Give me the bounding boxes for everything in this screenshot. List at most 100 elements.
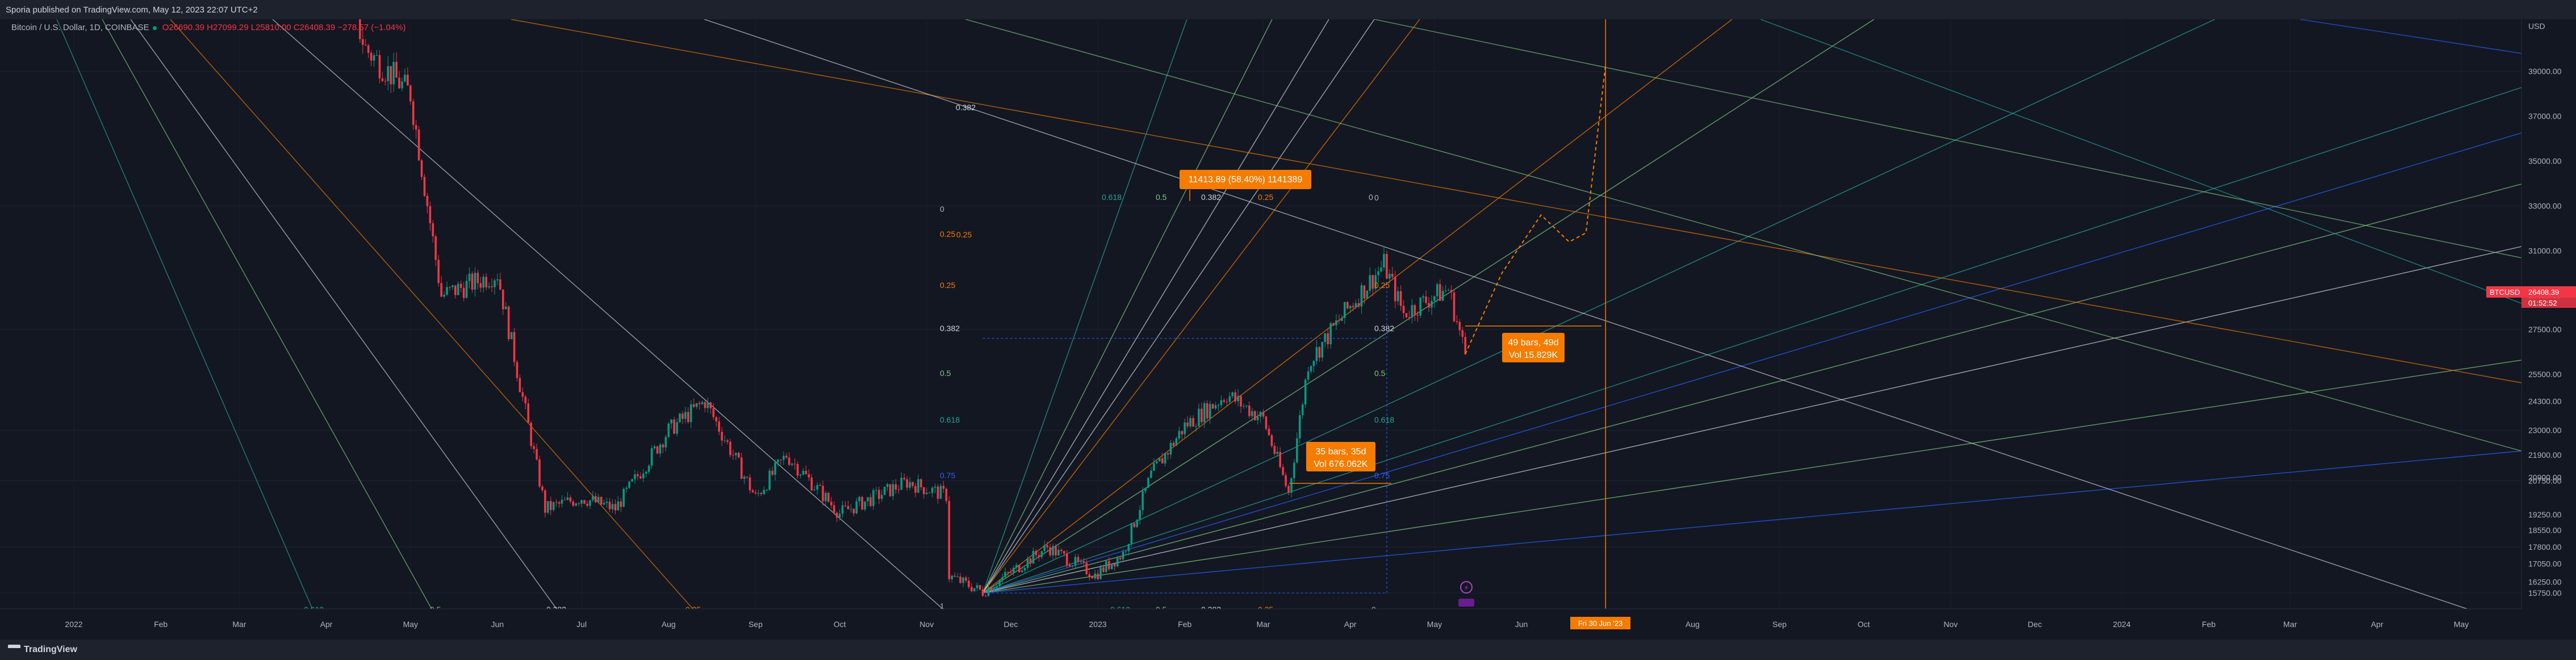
candle-body <box>816 484 818 490</box>
candle-body <box>783 456 785 460</box>
candle-body <box>373 55 375 61</box>
candle-body <box>1318 347 1321 358</box>
fib-far-label-1: 0.25 <box>956 230 972 239</box>
projection-line <box>1465 64 1607 354</box>
candle-body <box>1464 337 1467 354</box>
candle-body <box>459 283 462 288</box>
candle-body <box>760 493 763 494</box>
candle-body <box>1035 550 1038 555</box>
price-tick-6: 27500.00 <box>2528 325 2562 334</box>
price-tag-symbol: BTCUSD <box>2490 288 2520 296</box>
candle-body <box>412 101 415 126</box>
annotation-price-range[interactable]: 11413.89 (58.40%) 1141389 <box>1180 170 1311 189</box>
candle-body <box>1038 555 1040 557</box>
candle-body <box>1049 547 1051 555</box>
candle-body <box>1080 561 1082 562</box>
candle-body <box>917 479 919 493</box>
legend-close: C26408.39 <box>293 23 336 32</box>
candle-body <box>1021 570 1023 573</box>
time-tick-7: Aug <box>662 620 676 629</box>
candle-body <box>1136 520 1139 527</box>
brand-name: TradingView <box>24 645 77 655</box>
candle-body <box>852 508 855 513</box>
time-tick-11: Dec <box>1004 620 1018 629</box>
candle-body <box>597 496 600 503</box>
descending-line-10 <box>2299 19 2521 54</box>
candle-body <box>1461 330 1464 337</box>
candle-body <box>959 577 961 583</box>
candle-body <box>518 378 521 392</box>
time-tick-1: Feb <box>154 620 168 629</box>
candle-body <box>920 479 922 487</box>
candle-body <box>928 492 931 494</box>
candle-body <box>510 332 513 340</box>
candle-body <box>1285 475 1287 486</box>
candle-body <box>1105 561 1107 572</box>
candle-body <box>578 503 580 504</box>
time-tick-22: Nov <box>1943 620 1958 629</box>
candle-body <box>740 457 743 479</box>
fib-left-label-6: 0.75 <box>940 471 955 480</box>
candle-body <box>645 471 647 474</box>
event-marker[interactable]: ⚡ <box>1458 581 1474 607</box>
candle-body <box>1327 333 1329 345</box>
candle-body <box>395 61 398 78</box>
candle-body <box>524 396 527 404</box>
candle-body <box>973 588 976 591</box>
candle-body <box>867 497 869 502</box>
descending-line-7 <box>965 19 2521 452</box>
price-tick-9: 23000.00 <box>2528 426 2562 435</box>
fib-right-label-4: 0.618 <box>1374 415 1394 424</box>
published-caption: Sporia published on TradingView.com, May… <box>6 5 258 15</box>
candle-body <box>387 66 390 81</box>
fan-line-9 <box>982 183 2521 594</box>
annotation-line-0: 35 bars, 35d <box>1316 447 1366 457</box>
candle-body <box>572 502 575 506</box>
candle-body <box>894 484 897 490</box>
candle-body <box>1405 313 1408 318</box>
candle-body <box>1253 411 1256 420</box>
candle-body <box>768 470 771 490</box>
candle-body <box>631 479 633 482</box>
candle-body <box>1201 408 1203 423</box>
candle-body <box>883 487 886 495</box>
price-tick-2: 35000.00 <box>2528 157 2562 166</box>
candle-body <box>1315 347 1318 361</box>
candle-body <box>569 497 572 502</box>
candle-body <box>704 402 706 408</box>
fib-top-label-1: 0.5 <box>1156 193 1167 202</box>
candle-body <box>583 500 586 504</box>
candle-body <box>754 492 757 494</box>
candle-body <box>533 446 535 449</box>
fib-fan-lines <box>56 19 2521 609</box>
candle-body <box>819 484 821 486</box>
candle-body <box>771 470 773 475</box>
tradingview-logo[interactable]: TradingView <box>8 645 77 655</box>
candle-body <box>1091 577 1094 579</box>
candle-body <box>1338 320 1340 321</box>
candle-body <box>1447 290 1450 291</box>
candle-body <box>701 402 704 404</box>
candle-body <box>1208 404 1211 419</box>
candle-body <box>1441 290 1444 301</box>
candle-body <box>793 463 796 465</box>
annotation-range-mar[interactable]: 35 bars, 35d Vol 676.062K <box>1306 442 1375 471</box>
candle-body <box>1169 442 1172 455</box>
fan-line-5 <box>982 19 1733 594</box>
chart-canvas[interactable]: 0.618 0.5 0.382 0.25 000.250.250.3820.50.618… <box>0 19 2576 640</box>
candle-body <box>1301 404 1304 415</box>
candle-body <box>735 453 737 456</box>
candle-body <box>465 281 468 298</box>
candle-body <box>647 465 650 472</box>
time-tick-17: Jun <box>1515 620 1528 629</box>
candle-body <box>1259 412 1262 417</box>
candle-body <box>625 487 628 489</box>
symbol-legend: Bitcoin / U.S. Dollar, 1D, COINBASE O266… <box>11 23 405 32</box>
candle-body <box>951 575 954 579</box>
candle-body <box>1082 561 1085 563</box>
candle-body <box>667 423 670 437</box>
candle-body <box>732 455 734 456</box>
candle-body <box>1346 302 1349 308</box>
annotation-range-may[interactable]: 49 bars, 49d Vol 15.829K <box>1502 333 1565 362</box>
candle-body <box>592 496 594 500</box>
